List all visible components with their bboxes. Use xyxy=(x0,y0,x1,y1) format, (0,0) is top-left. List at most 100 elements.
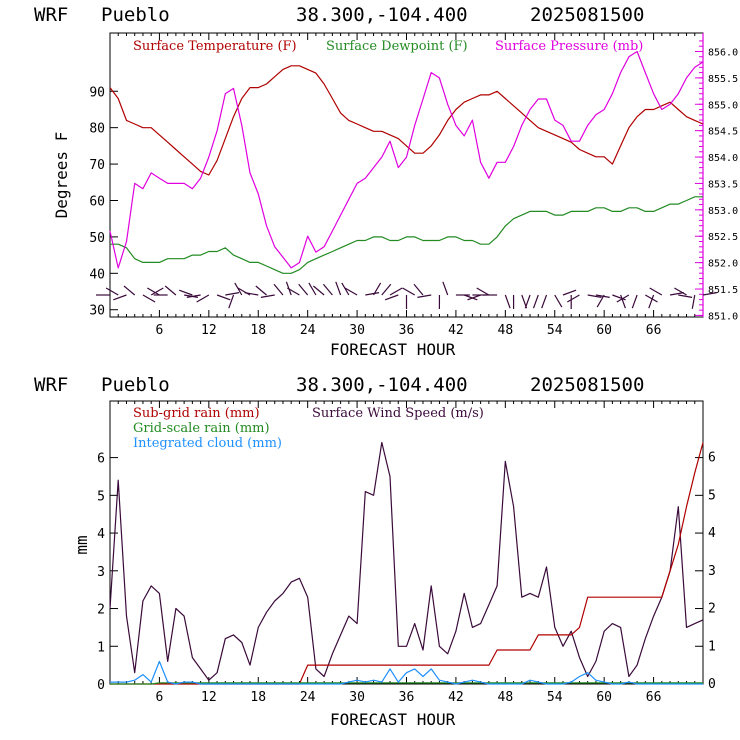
y2-tick-label: 853.0 xyxy=(708,206,738,217)
y2-tick-label: 854.5 xyxy=(708,127,738,138)
top-x-axis-label: FORECAST HOUR xyxy=(330,340,456,359)
y2-tick-label: 4 xyxy=(708,526,716,541)
x-tick-label: 24 xyxy=(300,690,316,705)
x-tick-label: 60 xyxy=(596,690,612,705)
wind-barb xyxy=(417,294,432,298)
y2-tick-label: 6 xyxy=(708,451,716,466)
wind-barb xyxy=(504,294,511,309)
legend-gridscale-rain: Grid-scale rain (mm) xyxy=(133,421,270,436)
top-plot-frame xyxy=(109,32,704,318)
bottom-x-axis-label: FORECAST HOUR xyxy=(330,710,456,729)
top-axis-ticks xyxy=(110,33,703,317)
wind-barb xyxy=(313,285,325,296)
wind-barb xyxy=(255,285,267,296)
wind-barb xyxy=(216,294,231,301)
x-tick-label: 48 xyxy=(498,323,514,338)
wind-barb xyxy=(620,294,626,309)
y-tick-label: 5 xyxy=(97,489,105,504)
y2-tick-label: 856.0 xyxy=(708,47,738,58)
x-tick-label: 54 xyxy=(547,690,563,705)
y-tick-label: 3 xyxy=(97,565,105,580)
legend-surface-wind-speed: Surface Wind Speed (m/s) xyxy=(312,406,484,421)
wind-barb xyxy=(287,287,300,296)
top-header: WRF Pueblo 38.300,-104.400 2025081500 xyxy=(34,4,644,26)
y2-tick-label: 854.0 xyxy=(708,153,738,164)
x-tick-label: 24 xyxy=(300,323,316,338)
bottom-header-station: Pueblo xyxy=(101,374,170,396)
x-tick-label: 54 xyxy=(547,323,563,338)
bottom-y-tick-labels: 0 1 2 3 4 5 6 xyxy=(97,452,105,693)
bottom-y-axis-label: mm xyxy=(72,535,91,554)
series-line-surface-pressure xyxy=(109,50,704,269)
bottom-series-group xyxy=(109,441,704,685)
series-line-surface-dewpoint xyxy=(110,196,703,274)
top-series-group xyxy=(109,50,704,274)
wind-barb xyxy=(365,292,380,296)
wind-barb xyxy=(467,294,481,301)
bottom-header-coords: 38.300,-104.400 xyxy=(296,374,468,396)
wind-barb xyxy=(123,285,136,296)
y2-tick-label: 855.5 xyxy=(708,74,738,85)
legend-integrated-cloud: Integrated cloud (mm) xyxy=(133,436,282,451)
wind-barb xyxy=(669,292,684,296)
wind-barb xyxy=(244,292,259,296)
top-header-station: Pueblo xyxy=(101,4,170,26)
wind-barb xyxy=(413,283,424,296)
x-tick-label: 18 xyxy=(250,323,266,338)
top-header-run: 2025081500 xyxy=(530,4,644,26)
wind-barb xyxy=(113,294,127,301)
wind-barb xyxy=(587,294,602,298)
x-tick-label: 30 xyxy=(349,323,365,338)
y-tick-label: 80 xyxy=(89,122,105,137)
y-tick-label: 90 xyxy=(89,85,105,100)
x-tick-label: 12 xyxy=(201,323,217,338)
x-tick-label: 6 xyxy=(156,690,164,705)
y2-tick-label: 855.0 xyxy=(708,100,738,111)
wind-barb xyxy=(260,294,275,298)
wind-barb xyxy=(645,294,658,303)
wind-barb xyxy=(674,287,687,296)
wind-barb xyxy=(341,282,350,296)
wind-barb xyxy=(649,287,663,296)
wind-barb xyxy=(105,287,119,296)
wind-barb xyxy=(612,294,626,301)
bottom-header: WRF Pueblo 38.300,-104.400 2025081500 xyxy=(34,374,644,396)
y2-tick-label: 2 xyxy=(708,602,716,617)
wind-barb xyxy=(196,294,210,303)
bottom-header-model: WRF xyxy=(34,374,68,396)
bottom-header-run: 2025081500 xyxy=(530,374,644,396)
wind-barb xyxy=(402,287,416,296)
x-tick-label: 18 xyxy=(250,690,266,705)
wind-barb xyxy=(146,287,160,296)
y-tick-label: 50 xyxy=(89,231,105,246)
wind-barb xyxy=(186,294,201,298)
top-chart-panel: 6 12 18 24 30 36 42 48 54 60 66 30 40 50 60 70 80 90 851… xyxy=(52,32,738,359)
x-tick-label: 48 xyxy=(498,690,514,705)
y-tick-label: 2 xyxy=(97,603,105,618)
y2-tick-label: 851.5 xyxy=(708,285,738,296)
x-tick-label: 6 xyxy=(156,323,164,338)
wind-barb xyxy=(631,294,638,309)
bottom-x-tick-labels: 6 12 18 24 30 36 42 48 54 60 66 xyxy=(156,690,662,705)
wind-barb xyxy=(389,287,403,296)
y-tick-label: 60 xyxy=(89,194,105,209)
legend-subgrid-rain: Sub-grid rain (mm) xyxy=(133,406,260,421)
x-tick-label: 42 xyxy=(448,323,464,338)
y2-tick-label: 852.0 xyxy=(708,259,738,270)
x-tick-label: 42 xyxy=(448,690,464,705)
wind-barb xyxy=(322,283,333,296)
series-line-grid-scale-rain xyxy=(110,682,703,685)
y-tick-label: 6 xyxy=(97,452,105,467)
wind-barb xyxy=(273,283,284,296)
wind-barb xyxy=(344,287,358,296)
wind-barb xyxy=(702,292,717,296)
legend-surface-dewpoint: Surface Dewpoint (F) xyxy=(326,39,468,54)
wind-barb xyxy=(596,294,605,308)
x-tick-label: 30 xyxy=(349,690,365,705)
wind-barb xyxy=(237,287,251,296)
series-line-surface-wind-speed xyxy=(109,441,704,681)
series-line-surface-temperature xyxy=(109,65,704,176)
x-tick-label: 66 xyxy=(646,323,662,338)
